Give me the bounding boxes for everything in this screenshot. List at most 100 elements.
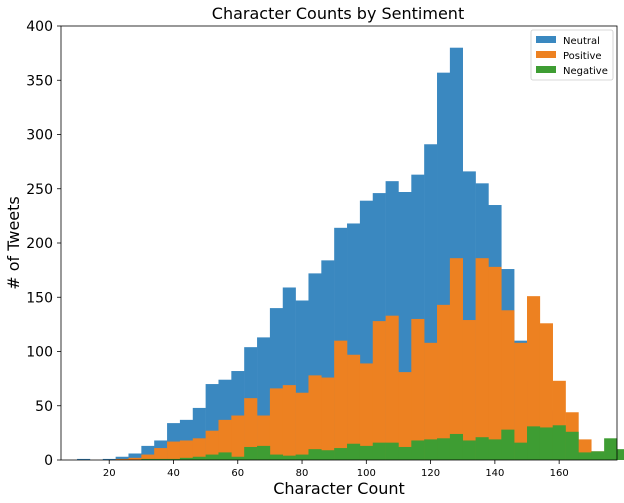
bar-negative — [282, 455, 296, 460]
bar-positive — [437, 304, 451, 460]
bar-negative — [578, 452, 592, 460]
bar-positive — [501, 310, 515, 460]
bar-positive — [115, 458, 129, 460]
bar-positive — [411, 318, 425, 460]
bar-negative — [617, 449, 624, 460]
bar-positive — [488, 266, 502, 460]
bar-negative — [334, 448, 348, 460]
bar-positive — [372, 321, 386, 460]
bar-negative — [295, 454, 309, 460]
x-tick-label: 140 — [485, 468, 504, 479]
bar-positive — [334, 340, 348, 460]
y-tick-label: 400 — [26, 19, 53, 35]
bar-negative — [565, 431, 579, 460]
bar-negative — [604, 438, 618, 460]
bar-positive — [295, 392, 309, 460]
bar-negative — [359, 445, 373, 460]
x-tick-label: 20 — [103, 468, 116, 479]
bar-positive — [475, 258, 489, 460]
bar-negative — [205, 454, 219, 460]
bar-negative — [257, 445, 271, 460]
bar-negative — [462, 440, 476, 460]
bars-group — [77, 47, 624, 460]
y-tick-label: 100 — [26, 345, 53, 361]
bar-positive — [244, 398, 258, 460]
legend-swatch-positive — [536, 51, 556, 58]
bar-negative — [591, 451, 605, 460]
bar-negative — [231, 456, 245, 460]
y-tick-label: 200 — [26, 236, 53, 252]
legend: Neutral Positive Negative — [530, 29, 614, 81]
y-tick-label: 150 — [26, 290, 53, 306]
bar-positive — [231, 415, 245, 460]
bar-positive — [282, 385, 296, 460]
legend-swatch-neutral — [536, 36, 556, 43]
bar-positive — [128, 457, 142, 460]
legend-swatch-negative — [536, 66, 556, 73]
bar-positive — [154, 448, 168, 460]
bar-negative — [308, 449, 322, 460]
bar-negative — [552, 425, 566, 460]
bar-negative — [141, 458, 155, 460]
bar-positive — [205, 430, 219, 460]
bar-positive — [539, 323, 553, 460]
bar-negative — [501, 429, 515, 460]
x-axis-label: Character Count — [273, 479, 405, 498]
bar-positive — [321, 377, 335, 460]
bar-negative — [218, 452, 232, 460]
bar-negative — [347, 443, 361, 460]
bar-positive — [514, 342, 528, 460]
bar-negative — [269, 454, 284, 460]
x-tick-label: 100 — [357, 468, 376, 479]
bar-negative — [449, 433, 463, 460]
bar-neutral — [128, 453, 142, 460]
bar-negative — [527, 426, 541, 460]
series-positive — [115, 258, 618, 460]
bar-negative — [514, 442, 528, 460]
legend-label-negative: Negative — [563, 66, 608, 77]
bar-positive — [385, 315, 399, 460]
bar-negative — [154, 458, 168, 460]
bar-neutral — [115, 456, 129, 460]
bar-negative — [411, 440, 425, 460]
bar-negative — [321, 450, 335, 460]
x-tick-label: 120 — [421, 468, 440, 479]
y-axis: 0 50 100 150 200 250 300 350 400 — [26, 19, 61, 469]
bar-negative — [437, 438, 451, 460]
chart-title: Character Counts by Sentiment — [212, 4, 464, 23]
x-tick-label: 80 — [296, 468, 309, 479]
legend-label-neutral: Neutral — [563, 36, 600, 47]
y-tick-label: 250 — [26, 182, 53, 198]
bar-positive — [167, 441, 181, 460]
x-tick-label: 60 — [231, 468, 244, 479]
legend-label-positive: Positive — [563, 51, 602, 62]
x-tick-label: 160 — [550, 468, 569, 479]
bar-neutral — [102, 458, 116, 460]
bar-positive — [141, 454, 155, 460]
bar-negative — [398, 446, 412, 460]
bar-negative — [488, 439, 502, 460]
x-tick-label: 40 — [167, 468, 180, 479]
bar-neutral — [77, 458, 91, 460]
y-tick-label: 50 — [35, 399, 53, 415]
bar-positive — [218, 419, 232, 460]
bar-positive — [192, 438, 206, 460]
y-tick-label: 350 — [26, 73, 53, 89]
bar-positive — [347, 354, 361, 460]
bar-positive — [398, 372, 412, 460]
y-tick-label: 0 — [44, 453, 53, 469]
x-axis: 20 40 60 80 100 120 140 160 — [103, 460, 569, 479]
bar-positive — [462, 320, 476, 460]
bar-positive — [527, 296, 541, 460]
bar-negative — [539, 427, 553, 460]
bar-positive — [308, 375, 322, 460]
bar-negative — [424, 439, 438, 460]
bar-negative — [475, 437, 489, 460]
bar-positive — [269, 388, 284, 460]
series-negative — [141, 425, 624, 460]
bar-negative — [179, 457, 194, 460]
bar-positive — [359, 363, 373, 460]
bar-positive — [449, 258, 463, 460]
bar-positive — [424, 342, 438, 460]
